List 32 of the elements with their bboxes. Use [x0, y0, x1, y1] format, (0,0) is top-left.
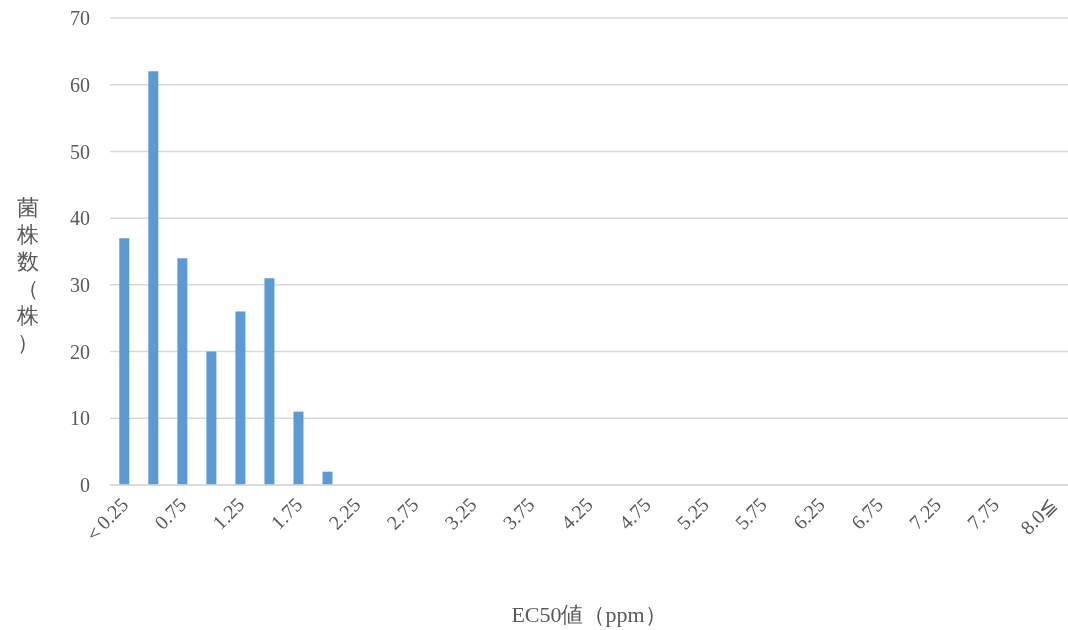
y-tick-label: 70 — [70, 7, 90, 30]
y-tick-label: 30 — [70, 273, 90, 296]
bar — [148, 71, 159, 485]
x-tick-label: 0.75 — [150, 493, 191, 534]
y-axis-title: 菌株数（株） — [16, 195, 39, 355]
y-tick-label: 20 — [70, 340, 90, 363]
bar — [206, 351, 217, 485]
bar — [119, 238, 130, 485]
x-tick-label: 1.25 — [208, 493, 249, 534]
bar — [264, 278, 275, 485]
x-axis-title: EC50値（ppm） — [511, 602, 667, 627]
x-tick-label: 4.75 — [614, 493, 655, 534]
x-tick-label: 2.25 — [324, 493, 365, 534]
bar — [322, 471, 333, 485]
bar — [293, 411, 304, 485]
x-tick-label: 5.25 — [672, 493, 713, 534]
y-tick-label: 60 — [70, 73, 90, 96]
x-tick-label: 2.75 — [382, 493, 423, 534]
x-tick-label: 6.25 — [788, 493, 830, 534]
x-tick-label: 1.75 — [266, 493, 307, 534]
y-tick-label: 10 — [70, 407, 90, 430]
bar — [235, 311, 246, 485]
x-tick-label: 4.25 — [556, 493, 597, 534]
x-tick-label: 7.75 — [962, 493, 1004, 534]
x-tick-label: 6.75 — [846, 493, 888, 534]
x-tick-label: 5.75 — [730, 493, 771, 534]
y-tick-label: 50 — [70, 140, 90, 163]
y-tick-label: 40 — [70, 207, 90, 230]
bar — [177, 258, 188, 485]
x-tick-label: 7.25 — [904, 493, 946, 534]
x-tick-label: 3.25 — [440, 493, 481, 534]
x-tick-label: 3.75 — [498, 493, 539, 534]
